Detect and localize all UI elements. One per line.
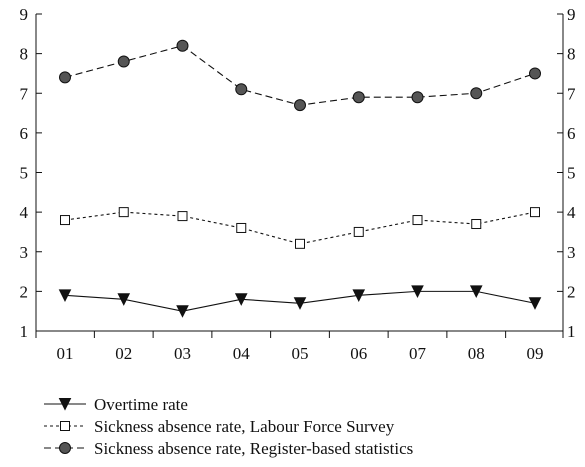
y-tick-label-right: 3 xyxy=(567,243,576,262)
data-point xyxy=(235,83,248,96)
x-tick-label: 03 xyxy=(174,344,191,363)
series-3 xyxy=(59,39,541,112)
data-point xyxy=(412,215,423,226)
y-tick-label-left: 4 xyxy=(20,203,29,222)
x-tick-label: 07 xyxy=(409,344,427,363)
series-line xyxy=(64,211,536,245)
x-tick-label: 02 xyxy=(115,344,132,363)
y-tick-label-left: 6 xyxy=(20,124,29,143)
series-2 xyxy=(60,207,540,249)
data-point xyxy=(353,226,364,237)
series-line xyxy=(64,45,536,106)
data-point xyxy=(352,91,365,104)
data-point xyxy=(411,91,424,104)
legend-marker xyxy=(59,442,71,454)
y-tick-label-left: 3 xyxy=(20,243,29,262)
y-tick-label-left: 7 xyxy=(20,84,29,103)
x-tick-label: 08 xyxy=(468,344,485,363)
data-point xyxy=(411,285,424,298)
data-point xyxy=(117,55,130,68)
data-point xyxy=(471,219,482,230)
legend-item: Sickness absence rate, Register-based st… xyxy=(44,439,413,458)
data-point xyxy=(118,207,129,218)
y-tick-label-right: 1 xyxy=(567,322,576,341)
y-tick-label-right: 2 xyxy=(567,282,576,301)
data-point xyxy=(294,99,306,112)
data-point xyxy=(469,285,483,298)
data-point xyxy=(293,297,307,310)
legend-marker xyxy=(60,421,70,431)
legend-label: Sickness absence rate, Register-based st… xyxy=(94,439,413,458)
y-tick-label-left: 8 xyxy=(20,45,29,64)
legend-label: Overtime rate xyxy=(94,395,188,414)
data-point xyxy=(60,215,70,226)
data-point xyxy=(177,211,188,222)
data-point xyxy=(236,222,247,233)
y-tick-label-right: 8 xyxy=(567,45,576,64)
legend-marker xyxy=(58,398,72,411)
y-tick-label-right: 7 xyxy=(567,84,576,103)
data-point xyxy=(176,305,189,318)
legend-label: Sickness absence rate, Labour Force Surv… xyxy=(94,417,395,436)
x-tick-label: 05 xyxy=(292,344,309,363)
y-tick-label-left: 9 xyxy=(20,5,29,24)
data-point xyxy=(117,293,131,306)
y-tick-label-right: 4 xyxy=(567,203,576,222)
x-tick-label: 01 xyxy=(57,344,74,363)
data-point xyxy=(59,71,71,84)
data-point xyxy=(470,87,483,100)
data-point xyxy=(528,297,542,310)
y-tick-label-left: 1 xyxy=(20,322,29,341)
y-tick-label-right: 5 xyxy=(567,164,576,183)
series-1 xyxy=(58,285,542,318)
y-tick-label-left: 5 xyxy=(20,164,29,183)
data-point xyxy=(295,238,305,249)
x-tick-label: 09 xyxy=(527,344,544,363)
data-point xyxy=(530,207,540,218)
data-point xyxy=(176,39,189,52)
legend-item: Sickness absence rate, Labour Force Surv… xyxy=(44,417,395,436)
y-tick-label-right: 9 xyxy=(567,5,576,24)
data-point xyxy=(58,289,72,302)
legend-item: Overtime rate xyxy=(44,395,188,414)
data-point xyxy=(529,67,541,80)
data-point xyxy=(234,293,248,306)
x-tick-label: 06 xyxy=(350,344,367,363)
y-tick-label-right: 6 xyxy=(567,124,576,143)
data-point xyxy=(352,289,366,302)
x-tick-label: 04 xyxy=(233,344,251,363)
y-tick-label-left: 2 xyxy=(20,282,29,301)
